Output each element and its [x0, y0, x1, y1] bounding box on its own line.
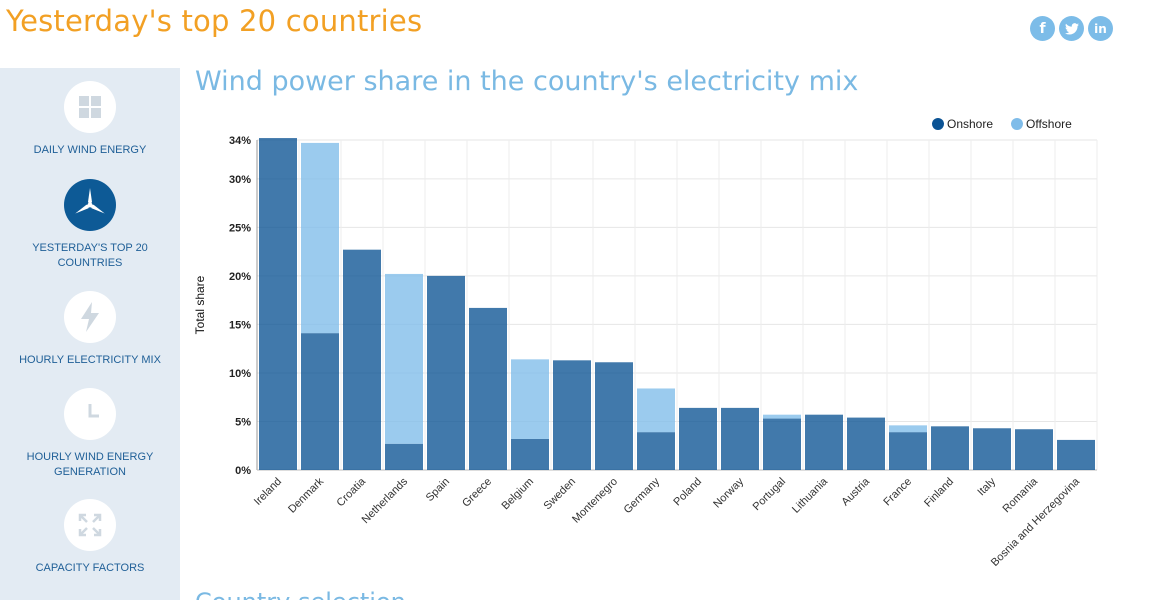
sidebar-item-yesterdays-top-20[interactable]: YESTERDAY'S TOP 20 COUNTRIES [0, 179, 180, 271]
wind-turbine-icon [64, 179, 116, 231]
bar-onshore-france [889, 432, 927, 470]
sidebar-item-label: CAPACITY FACTORS [35, 562, 145, 574]
sidebar: DAILY WIND ENERGY YESTERDAY'S TOP 20 COU… [0, 68, 180, 600]
y-tick-label: 10% [229, 368, 251, 380]
bar-offshore-netherlands [385, 273, 423, 444]
y-tick-label: 30% [229, 174, 251, 186]
bar-onshore-bosnia-and-herzegovina [1057, 439, 1095, 470]
bar-onshore-netherlands [385, 443, 423, 470]
bar-offshore-germany [637, 388, 675, 433]
bar-offshore-denmark [301, 142, 339, 334]
y-tick-label: 15% [229, 319, 251, 331]
legend-label-offshore: Offshore [1026, 117, 1072, 131]
y-tick-label: 25% [229, 222, 251, 234]
bar-onshore-germany [637, 432, 675, 470]
legend-marker-offshore [1011, 118, 1023, 130]
clock-icon [64, 388, 116, 440]
x-tick-label: Montenegro [570, 476, 620, 526]
bar-onshore-sweden [553, 360, 591, 470]
x-tick-label: Netherlands [360, 475, 411, 526]
x-tick-label: Spain [424, 476, 452, 504]
x-tick-label: Greece [460, 476, 494, 510]
x-tick-label: Norway [711, 475, 746, 510]
legend-label-onshore: Onshore [947, 117, 993, 131]
grid-icon [64, 81, 116, 133]
sidebar-item-label: HOURLY ELECTRICITY MIX [19, 354, 161, 366]
linkedin-icon[interactable]: in [1088, 16, 1113, 41]
bar-onshore-ireland [259, 138, 297, 470]
bar-offshore-belgium [511, 359, 549, 439]
lightning-icon [64, 291, 116, 343]
x-tick-label: Belgium [500, 476, 537, 513]
twitter-icon[interactable] [1059, 16, 1084, 41]
bar-onshore-croatia [343, 249, 381, 470]
bar-onshore-italy [973, 428, 1011, 470]
bar-offshore-france [889, 425, 927, 433]
sidebar-item-daily-wind-energy[interactable]: DAILY WIND ENERGY [0, 81, 180, 158]
x-tick-label: Italy [975, 475, 998, 498]
sidebar-item-label: HOURLY WIND ENERGY GENERATION [26, 451, 154, 478]
sidebar-item-hourly-electricity-mix[interactable]: HOURLY ELECTRICITY MIX [0, 291, 180, 368]
bar-onshore-finland [931, 426, 969, 470]
bar-onshore-romania [1015, 429, 1053, 470]
sidebar-item-hourly-wind-energy-generation[interactable]: HOURLY WIND ENERGY GENERATION [0, 388, 180, 480]
y-tick-label: 34% [229, 135, 251, 147]
social-links: f in [1030, 16, 1113, 41]
y-tick-label: 20% [229, 271, 251, 283]
facebook-icon[interactable]: f [1030, 16, 1055, 41]
bar-onshore-belgium [511, 438, 549, 470]
bar-onshore-montenegro [595, 362, 633, 470]
x-tick-label: Croatia [335, 475, 369, 509]
wind-share-chart: 0% 5% 10% 15% 20% 25% 30% 34% Ireland Denmark Croa… [193, 117, 1098, 569]
x-tick-label: Sweden [542, 476, 579, 513]
bar-onshore-portugal [763, 418, 801, 470]
x-tick-label: Poland [671, 476, 704, 509]
y-axis-label: Total share [193, 275, 207, 334]
chart-title: Wind power share in the country's electr… [195, 66, 859, 97]
x-tick-label: France [881, 476, 914, 509]
page-title: Yesterday's top 20 countries [6, 4, 423, 38]
sidebar-item-label: DAILY WIND ENERGY [33, 144, 147, 156]
bar-onshore-austria [847, 417, 885, 470]
bar-onshore-poland [679, 407, 717, 470]
x-tick-label: Romania [1001, 475, 1041, 515]
expand-icon [64, 499, 116, 551]
bar-offshore-portugal [763, 414, 801, 419]
x-tick-label: Lithuania [790, 475, 831, 516]
x-tick-label: Denmark [286, 475, 326, 515]
x-tick-label: Germany [622, 475, 663, 516]
legend-marker-onshore [932, 118, 944, 130]
x-tick-label: Portugal [751, 476, 788, 513]
sidebar-item-label: YESTERDAY'S TOP 20 COUNTRIES [32, 242, 148, 269]
bar-onshore-lithuania [805, 414, 843, 470]
bar-onshore-norway [721, 407, 759, 470]
bar-onshore-spain [427, 275, 465, 470]
x-tick-label: Austria [839, 475, 872, 508]
sidebar-item-capacity-factors[interactable]: CAPACITY FACTORS [0, 499, 180, 576]
x-tick-label: Bosnia and Herzegovina [989, 475, 1083, 569]
y-tick-label: 0% [235, 465, 251, 477]
bar-onshore-denmark [301, 333, 339, 470]
x-tick-label: Finland [922, 476, 956, 510]
bar-onshore-greece [469, 307, 507, 470]
y-tick-label: 5% [235, 416, 251, 428]
section-title: Country selection [195, 588, 406, 600]
x-tick-label: Ireland [252, 476, 284, 508]
